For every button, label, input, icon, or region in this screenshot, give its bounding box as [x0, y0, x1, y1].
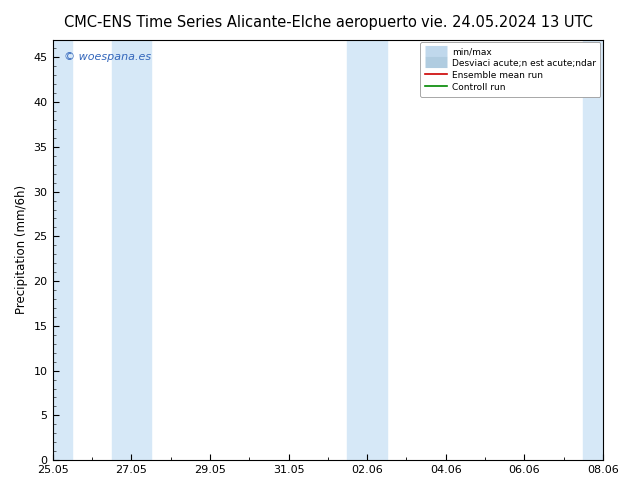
Bar: [583, 40, 603, 460]
Y-axis label: Precipitation (mm/6h): Precipitation (mm/6h): [15, 185, 28, 315]
Legend: min/max, Desviaci acute;n est acute;ndar, Ensemble mean run, Controll run: min/max, Desviaci acute;n est acute;ndar…: [420, 42, 600, 97]
Bar: [53, 40, 72, 460]
Text: CMC-ENS Time Series Alicante-Elche aeropuerto: CMC-ENS Time Series Alicante-Elche aerop…: [65, 15, 417, 30]
Text: vie. 24.05.2024 13 UTC: vie. 24.05.2024 13 UTC: [421, 15, 593, 30]
Text: © woespana.es: © woespana.es: [63, 52, 151, 62]
Bar: [347, 40, 387, 460]
Bar: [112, 40, 151, 460]
